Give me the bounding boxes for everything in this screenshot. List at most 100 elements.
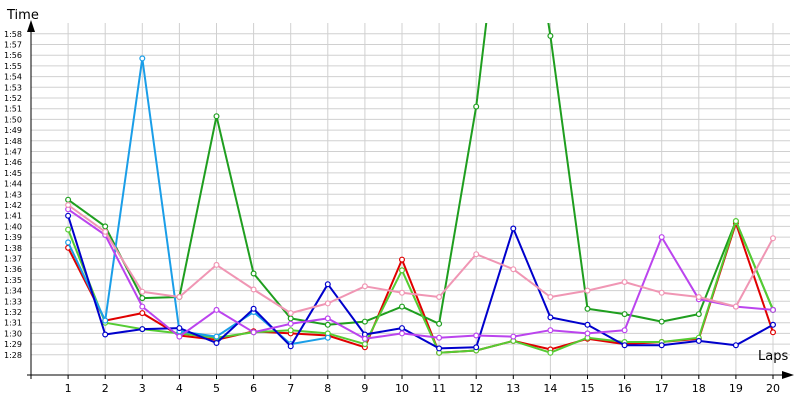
x-tick-label: 19 xyxy=(729,382,743,395)
data-point xyxy=(436,294,443,301)
y-tick-label: 1:48 xyxy=(4,137,22,146)
y-tick-label: 1:57 xyxy=(4,41,22,50)
data-point xyxy=(65,226,72,233)
data-point xyxy=(584,305,591,312)
x-tick-label: 8 xyxy=(324,382,331,395)
data-point xyxy=(361,318,368,325)
y-tick-label: 1:37 xyxy=(4,255,22,264)
y-tick-label: 1:31 xyxy=(4,319,22,328)
series-line xyxy=(67,208,774,340)
data-point xyxy=(510,225,517,232)
data-point xyxy=(213,113,220,120)
data-point xyxy=(732,342,739,349)
data-point xyxy=(361,283,368,290)
y-tick-label: 1:44 xyxy=(4,180,22,189)
data-point xyxy=(547,314,554,321)
data-point xyxy=(621,327,628,334)
data-point xyxy=(658,318,665,325)
data-point xyxy=(547,294,554,301)
series-line xyxy=(67,220,774,354)
y-tick-label: 1:53 xyxy=(4,83,22,92)
data-point xyxy=(102,228,109,235)
y-tick-label: 1:56 xyxy=(4,51,22,60)
data-point xyxy=(473,103,480,110)
x-tick-label: 5 xyxy=(213,382,220,395)
x-tick-label: 16 xyxy=(618,382,632,395)
data-point xyxy=(399,330,406,337)
y-tick-label: 1:39 xyxy=(4,233,22,242)
data-point xyxy=(732,218,739,225)
y-tick-label: 1:33 xyxy=(4,297,22,306)
x-tick-label: 10 xyxy=(395,382,409,395)
y-tick-label: 1:43 xyxy=(4,190,22,199)
data-point xyxy=(510,333,517,340)
y-tick-label: 1:49 xyxy=(4,126,22,135)
y-tick-label: 1:36 xyxy=(4,265,22,274)
data-point xyxy=(287,315,294,322)
data-point xyxy=(287,327,294,334)
data-point xyxy=(139,326,146,333)
data-point xyxy=(769,329,776,336)
y-tick-label: 1:38 xyxy=(4,244,22,253)
y-tick-labels: 1:28 1:29 1:301:31 1:32 1:331:34 1:35 1:361:37… xyxy=(4,30,22,360)
data-point xyxy=(65,212,72,219)
series-lines xyxy=(65,23,776,356)
y-tick-label: 1:52 xyxy=(4,94,22,103)
series-line xyxy=(67,204,774,315)
data-point xyxy=(473,251,480,258)
data-point xyxy=(658,289,665,296)
x-tick-label: 20 xyxy=(766,382,780,395)
x-tick-label: 9 xyxy=(361,382,368,395)
data-point xyxy=(250,270,257,277)
data-point xyxy=(584,321,591,328)
x-tick-label: 17 xyxy=(655,382,669,395)
data-point xyxy=(361,335,368,342)
data-point xyxy=(287,320,294,327)
data-point xyxy=(399,303,406,310)
data-point xyxy=(547,327,554,334)
y-tick-label: 1:45 xyxy=(4,169,22,178)
y-tick-label: 1:54 xyxy=(4,73,22,82)
x-tick-label: 13 xyxy=(506,382,520,395)
x-tick-label: 15 xyxy=(581,382,595,395)
data-point xyxy=(176,325,183,332)
y-tick-label: 1:42 xyxy=(4,201,22,210)
data-point xyxy=(436,334,443,341)
x-tick-label: 7 xyxy=(287,382,294,395)
data-point xyxy=(324,334,331,341)
data-point xyxy=(324,315,331,322)
y-tick-label: 1:41 xyxy=(4,212,22,221)
x-axis-title: Laps xyxy=(758,349,788,364)
series-5 xyxy=(65,212,776,352)
data-point xyxy=(287,343,294,350)
data-point xyxy=(102,317,109,324)
y-tick-label: 1:55 xyxy=(4,62,22,71)
data-point xyxy=(213,340,220,347)
data-point xyxy=(139,310,146,317)
data-point xyxy=(213,261,220,268)
y-axis-title: Time xyxy=(6,8,39,23)
series-line xyxy=(67,23,774,326)
data-point xyxy=(621,311,628,318)
data-point xyxy=(324,300,331,307)
data-point xyxy=(102,331,109,338)
data-point xyxy=(584,330,591,337)
data-point xyxy=(399,256,406,263)
data-point xyxy=(102,223,109,230)
data-point xyxy=(324,281,331,288)
data-point xyxy=(436,320,443,327)
data-point xyxy=(139,55,146,62)
data-point xyxy=(769,306,776,313)
data-point xyxy=(65,239,72,246)
data-point xyxy=(65,202,72,209)
data-point xyxy=(250,286,257,293)
x-tick-label: 4 xyxy=(176,382,183,395)
x-tick-label: 18 xyxy=(692,382,706,395)
axes xyxy=(27,20,794,379)
data-point xyxy=(361,341,368,348)
data-point xyxy=(695,337,702,344)
data-point xyxy=(399,325,406,332)
y-tick-label: 1:47 xyxy=(4,148,22,157)
series-7 xyxy=(65,202,776,317)
